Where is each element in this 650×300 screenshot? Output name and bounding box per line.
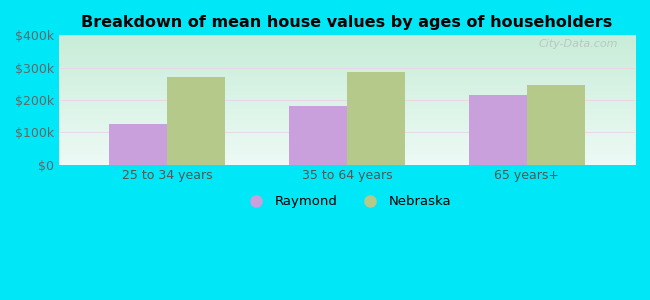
Bar	[167, 77, 225, 165]
Bar	[527, 85, 584, 165]
Bar	[109, 124, 167, 165]
Bar	[289, 106, 347, 165]
Text: City-Data.com: City-Data.com	[538, 39, 617, 49]
Legend: Raymond, Nebraska: Raymond, Nebraska	[239, 191, 455, 212]
Title: Breakdown of mean house values by ages of householders: Breakdown of mean house values by ages o…	[81, 15, 612, 30]
Bar	[469, 95, 527, 165]
Bar	[347, 72, 404, 165]
